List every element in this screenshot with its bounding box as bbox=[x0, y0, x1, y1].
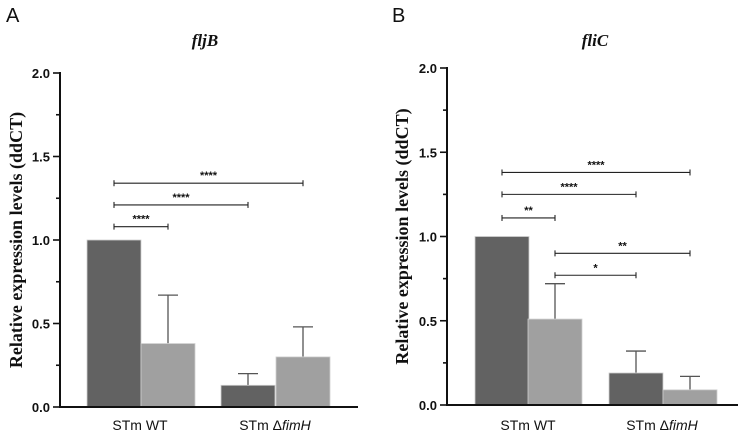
category-gene: fimH bbox=[669, 417, 699, 433]
category-gene: fimH bbox=[282, 417, 312, 433]
significance-label: **** bbox=[560, 181, 578, 193]
significance-label: * bbox=[593, 262, 598, 274]
bar bbox=[86, 239, 142, 408]
y-tick-label: 1.0 bbox=[419, 230, 437, 245]
significance-label: ** bbox=[524, 205, 533, 217]
y-tick-label: 0.0 bbox=[419, 398, 437, 413]
chart-title: fljB bbox=[192, 31, 218, 50]
significance-label: ** bbox=[618, 240, 627, 252]
bar bbox=[220, 384, 276, 408]
bar bbox=[275, 356, 331, 408]
significance-label: **** bbox=[172, 192, 190, 204]
panel-label: A bbox=[6, 5, 20, 27]
significance-label: **** bbox=[200, 170, 218, 182]
y-tick-label: 2.0 bbox=[419, 61, 437, 76]
y-tick-label: 0.5 bbox=[419, 314, 437, 329]
y-tick-label: 1.0 bbox=[32, 233, 50, 248]
category-text: STm WT bbox=[112, 417, 168, 433]
x-category-label: STm WT bbox=[112, 417, 168, 433]
x-category-label: STm ΔfimH bbox=[626, 417, 698, 433]
bar bbox=[140, 343, 196, 408]
x-category-label: STm WT bbox=[500, 417, 556, 433]
y-axis-label: Relative expression levels (ddCT) bbox=[392, 108, 413, 364]
category-text: STm Δ bbox=[239, 417, 282, 433]
significance-label: **** bbox=[587, 159, 605, 171]
y-tick-label: 2.0 bbox=[32, 66, 50, 81]
panel-label: B bbox=[392, 5, 405, 27]
category-text: STm WT bbox=[500, 417, 556, 433]
y-tick-label: 0.5 bbox=[32, 317, 50, 332]
bar bbox=[662, 389, 718, 406]
bar bbox=[608, 372, 664, 406]
y-axis-label: Relative expression levels (ddCT) bbox=[6, 112, 27, 368]
category-text: STm Δ bbox=[626, 417, 669, 433]
chart-title: fliC bbox=[582, 31, 609, 50]
y-tick-label: 1.5 bbox=[32, 150, 50, 165]
significance-label: **** bbox=[132, 214, 150, 226]
x-category-label: STm ΔfimH bbox=[239, 417, 311, 433]
bar bbox=[474, 236, 530, 406]
y-tick-label: 0.0 bbox=[32, 400, 50, 415]
y-tick-label: 1.5 bbox=[419, 145, 437, 160]
bar bbox=[527, 318, 583, 406]
